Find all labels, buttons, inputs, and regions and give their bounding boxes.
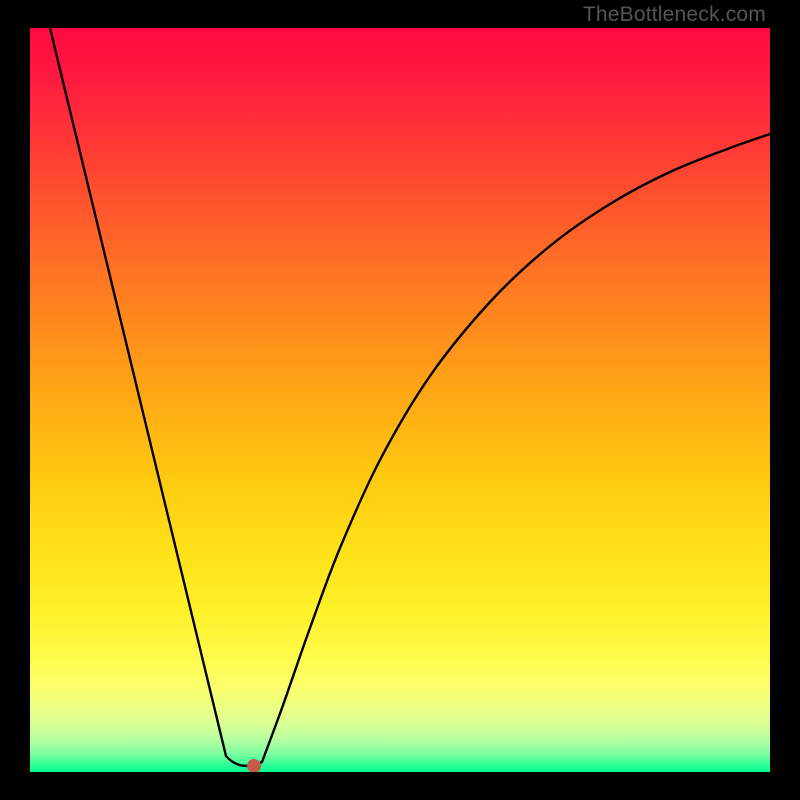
bottleneck-curve <box>30 28 770 772</box>
watermark-text: TheBottleneck.com <box>583 3 766 27</box>
optimum-marker <box>247 759 261 772</box>
curve-path <box>50 28 770 766</box>
plot-area <box>30 28 770 772</box>
frame-left <box>0 0 30 800</box>
frame-right <box>770 0 800 800</box>
frame-bottom <box>0 772 800 800</box>
